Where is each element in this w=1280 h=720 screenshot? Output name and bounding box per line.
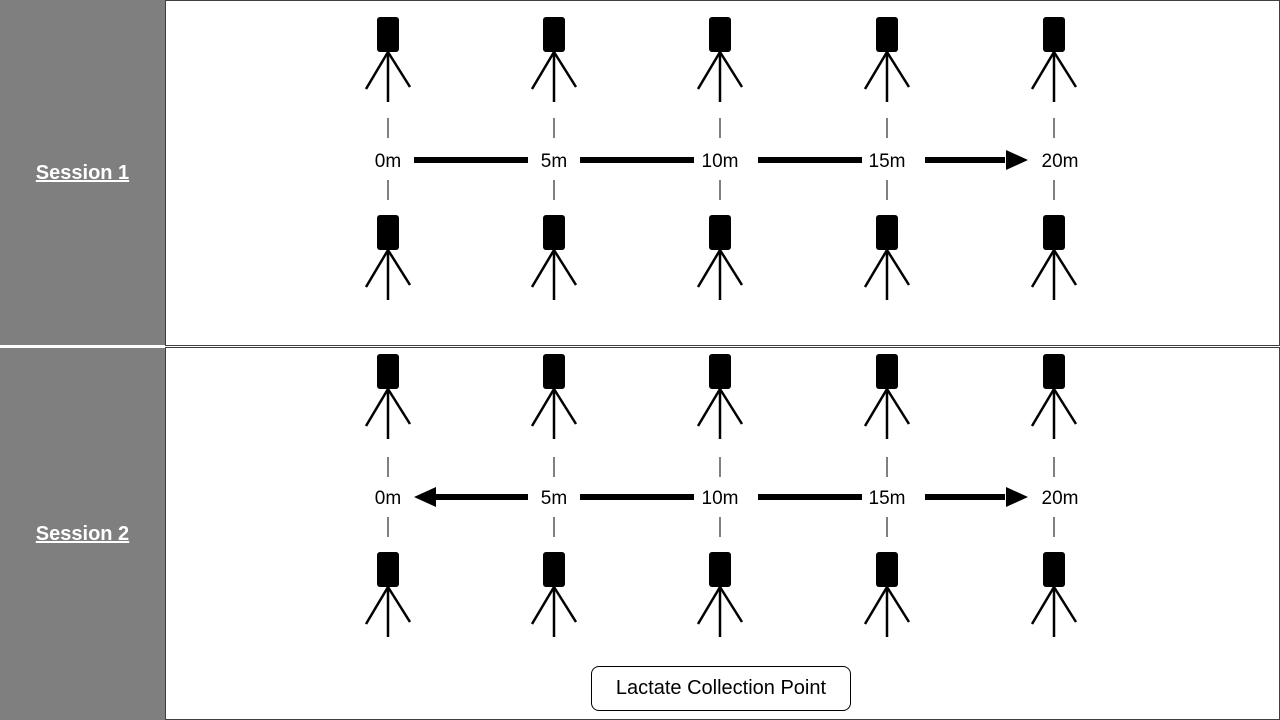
- camera-tripod-icon: [863, 354, 911, 439]
- session-1-marker-label: 20m: [1042, 151, 1079, 172]
- session-2-marker-label: 10m: [702, 488, 739, 509]
- camera-tripod-icon: [1030, 17, 1078, 102]
- camera-tripod-icon: [696, 215, 744, 300]
- camera-tripod-icon: [863, 17, 911, 102]
- session-2-marker-label: 20m: [1042, 488, 1079, 509]
- session-1-marker-label: 0m: [375, 151, 401, 172]
- camera-tripod-icon: [364, 215, 412, 300]
- session-1-label-panel: Session 1: [0, 0, 165, 346]
- session-1-label: Session 1: [35, 161, 130, 184]
- camera-tripod-icon: [364, 354, 412, 439]
- camera-tripod-icon: [530, 354, 578, 439]
- camera-tripod-icon: [530, 17, 578, 102]
- session-1-arrow-right: [1006, 150, 1028, 170]
- session-1-marker-label: 15m: [869, 151, 906, 172]
- camera-tripod-icon: [863, 552, 911, 637]
- camera-tripod-icon: [364, 17, 412, 102]
- session-2-arrow-left: [414, 487, 436, 507]
- camera-tripod-icon: [530, 215, 578, 300]
- session-1-marker-label: 10m: [702, 151, 739, 172]
- session-2-marker-label: 15m: [869, 488, 906, 509]
- camera-tripod-icon: [696, 552, 744, 637]
- camera-tripod-icon: [696, 354, 744, 439]
- camera-tripod-icon: [1030, 552, 1078, 637]
- session-2-marker-label: 5m: [541, 488, 567, 509]
- camera-tripod-icon: [696, 17, 744, 102]
- camera-tripod-icon: [1030, 215, 1078, 300]
- session-2-panel: [165, 347, 1280, 720]
- camera-tripod-icon: [364, 552, 412, 637]
- session-1-marker-label: 5m: [541, 151, 567, 172]
- session-divider: [0, 345, 1280, 348]
- camera-tripod-icon: [1030, 354, 1078, 439]
- session-2-label: Session 2: [35, 522, 130, 545]
- camera-tripod-icon: [863, 215, 911, 300]
- session-2-label-panel: Session 2: [0, 348, 165, 720]
- legend-label: Lactate Collection Point: [615, 677, 827, 699]
- camera-tripod-icon: [530, 552, 578, 637]
- legend-box: Lactate Collection Point: [591, 666, 851, 711]
- session-2-arrow-right: [1006, 487, 1028, 507]
- session-2-marker-label: 0m: [375, 488, 401, 509]
